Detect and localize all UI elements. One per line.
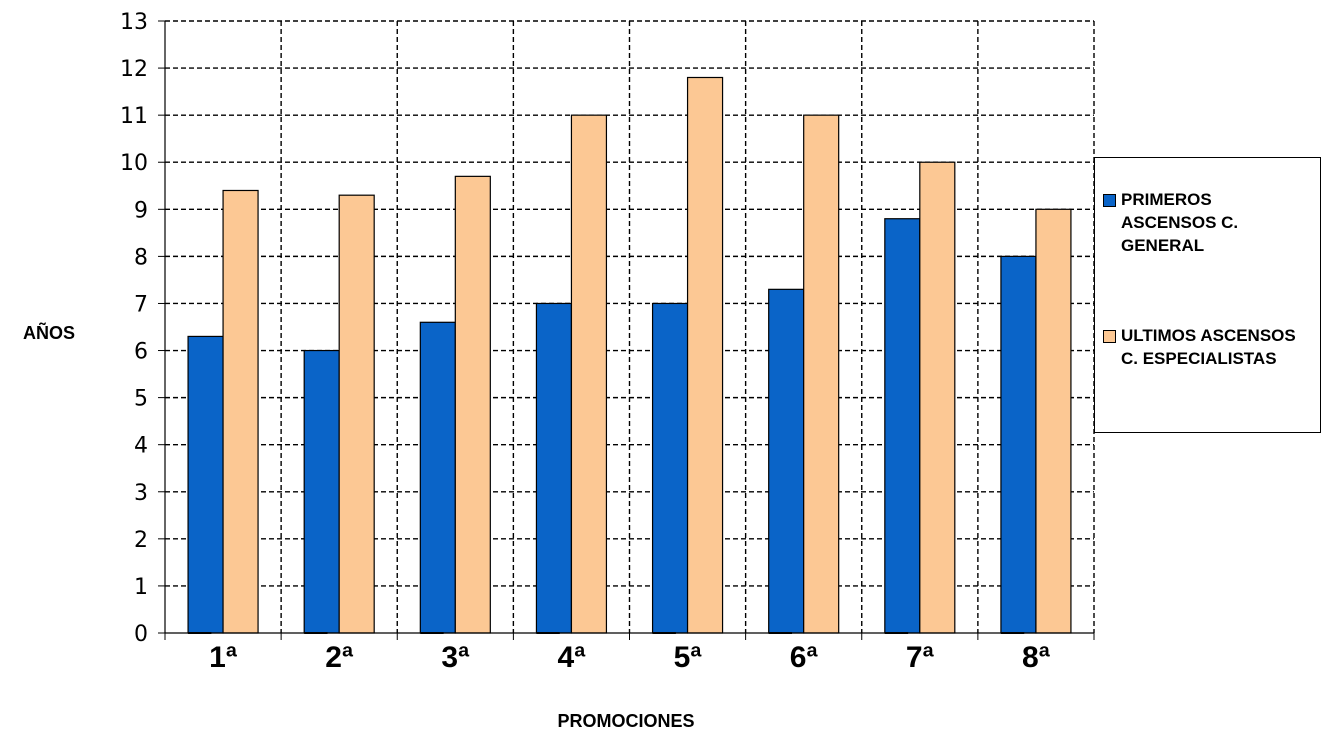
bar-primeros-3 bbox=[419, 321, 456, 634]
y-tick-label: 1 bbox=[134, 575, 148, 600]
bar-primeros-7 bbox=[884, 218, 921, 634]
bar-ultimos-7 bbox=[919, 161, 956, 634]
x-tick-label: 3ª bbox=[441, 641, 470, 674]
bar-primeros-2 bbox=[303, 349, 340, 634]
bar-ultimos-3 bbox=[454, 175, 491, 634]
bar-ultimos-4 bbox=[570, 114, 608, 634]
x-tick-label: 4ª bbox=[558, 641, 587, 674]
bar-primeros-1 bbox=[187, 335, 224, 634]
bar-primeros-5 bbox=[651, 302, 689, 634]
y-tick-label: 7 bbox=[134, 292, 148, 317]
x-tick-label: 7ª bbox=[906, 641, 935, 674]
bar-ultimos-5 bbox=[686, 76, 724, 634]
bar-primeros-8 bbox=[1000, 255, 1037, 634]
y-tick-label: 12 bbox=[120, 57, 148, 82]
y-tick-label: 4 bbox=[134, 434, 148, 459]
legend-item-primeros: PRIMEROS ASCENSOS C. GENERAL bbox=[1103, 188, 1311, 257]
bars bbox=[187, 76, 1072, 634]
legend-label-primeros: PRIMEROS ASCENSOS C. GENERAL bbox=[1121, 190, 1239, 255]
bar-ultimos-6 bbox=[803, 114, 840, 634]
y-tick-label: 6 bbox=[134, 340, 148, 365]
y-tick-label: 5 bbox=[134, 387, 148, 412]
x-tick-label: 1ª bbox=[209, 641, 238, 674]
y-tick-label: 3 bbox=[134, 481, 148, 506]
x-tick-label: 8ª bbox=[1022, 641, 1051, 674]
legend: PRIMEROS ASCENSOS C. GENERAL ULTIMOS ASC… bbox=[1094, 157, 1321, 433]
x-axis-title: PROMOCIONES bbox=[557, 711, 694, 731]
bar-ultimos-8 bbox=[1035, 208, 1072, 634]
y-tick-label: 11 bbox=[120, 104, 148, 129]
y-tick-label: 0 bbox=[134, 622, 148, 647]
y-tick-label: 10 bbox=[120, 151, 148, 176]
legend-item-ultimos: ULTIMOS ASCENSOS C. ESPECIALISTAS bbox=[1103, 324, 1311, 370]
bar-ultimos-2 bbox=[338, 194, 375, 634]
x-tick-label: 2ª bbox=[325, 641, 354, 674]
y-axis-title: AÑOS bbox=[23, 322, 75, 343]
legend-swatch-ultimos bbox=[1103, 330, 1116, 343]
x-tick-labels: 1ª 2ª 3ª 4ª 5ª 6ª 7ª 8ª bbox=[209, 641, 1051, 674]
x-tick-label: 5ª bbox=[674, 641, 703, 674]
x-tick-label: 6ª bbox=[790, 641, 819, 674]
y-tick-label: 8 bbox=[134, 245, 148, 270]
bar-primeros-4 bbox=[535, 302, 573, 634]
legend-swatch-primeros bbox=[1103, 194, 1116, 207]
y-tick-label: 2 bbox=[134, 528, 148, 553]
legend-label-ultimos: ULTIMOS ASCENSOS C. ESPECIALISTAS bbox=[1121, 326, 1296, 368]
y-tick-label: 9 bbox=[134, 198, 148, 223]
bar-ultimos-1 bbox=[222, 189, 259, 634]
bar-primeros-6 bbox=[768, 288, 805, 634]
y-tick-label: 13 bbox=[120, 10, 148, 35]
axes bbox=[158, 20, 1095, 640]
